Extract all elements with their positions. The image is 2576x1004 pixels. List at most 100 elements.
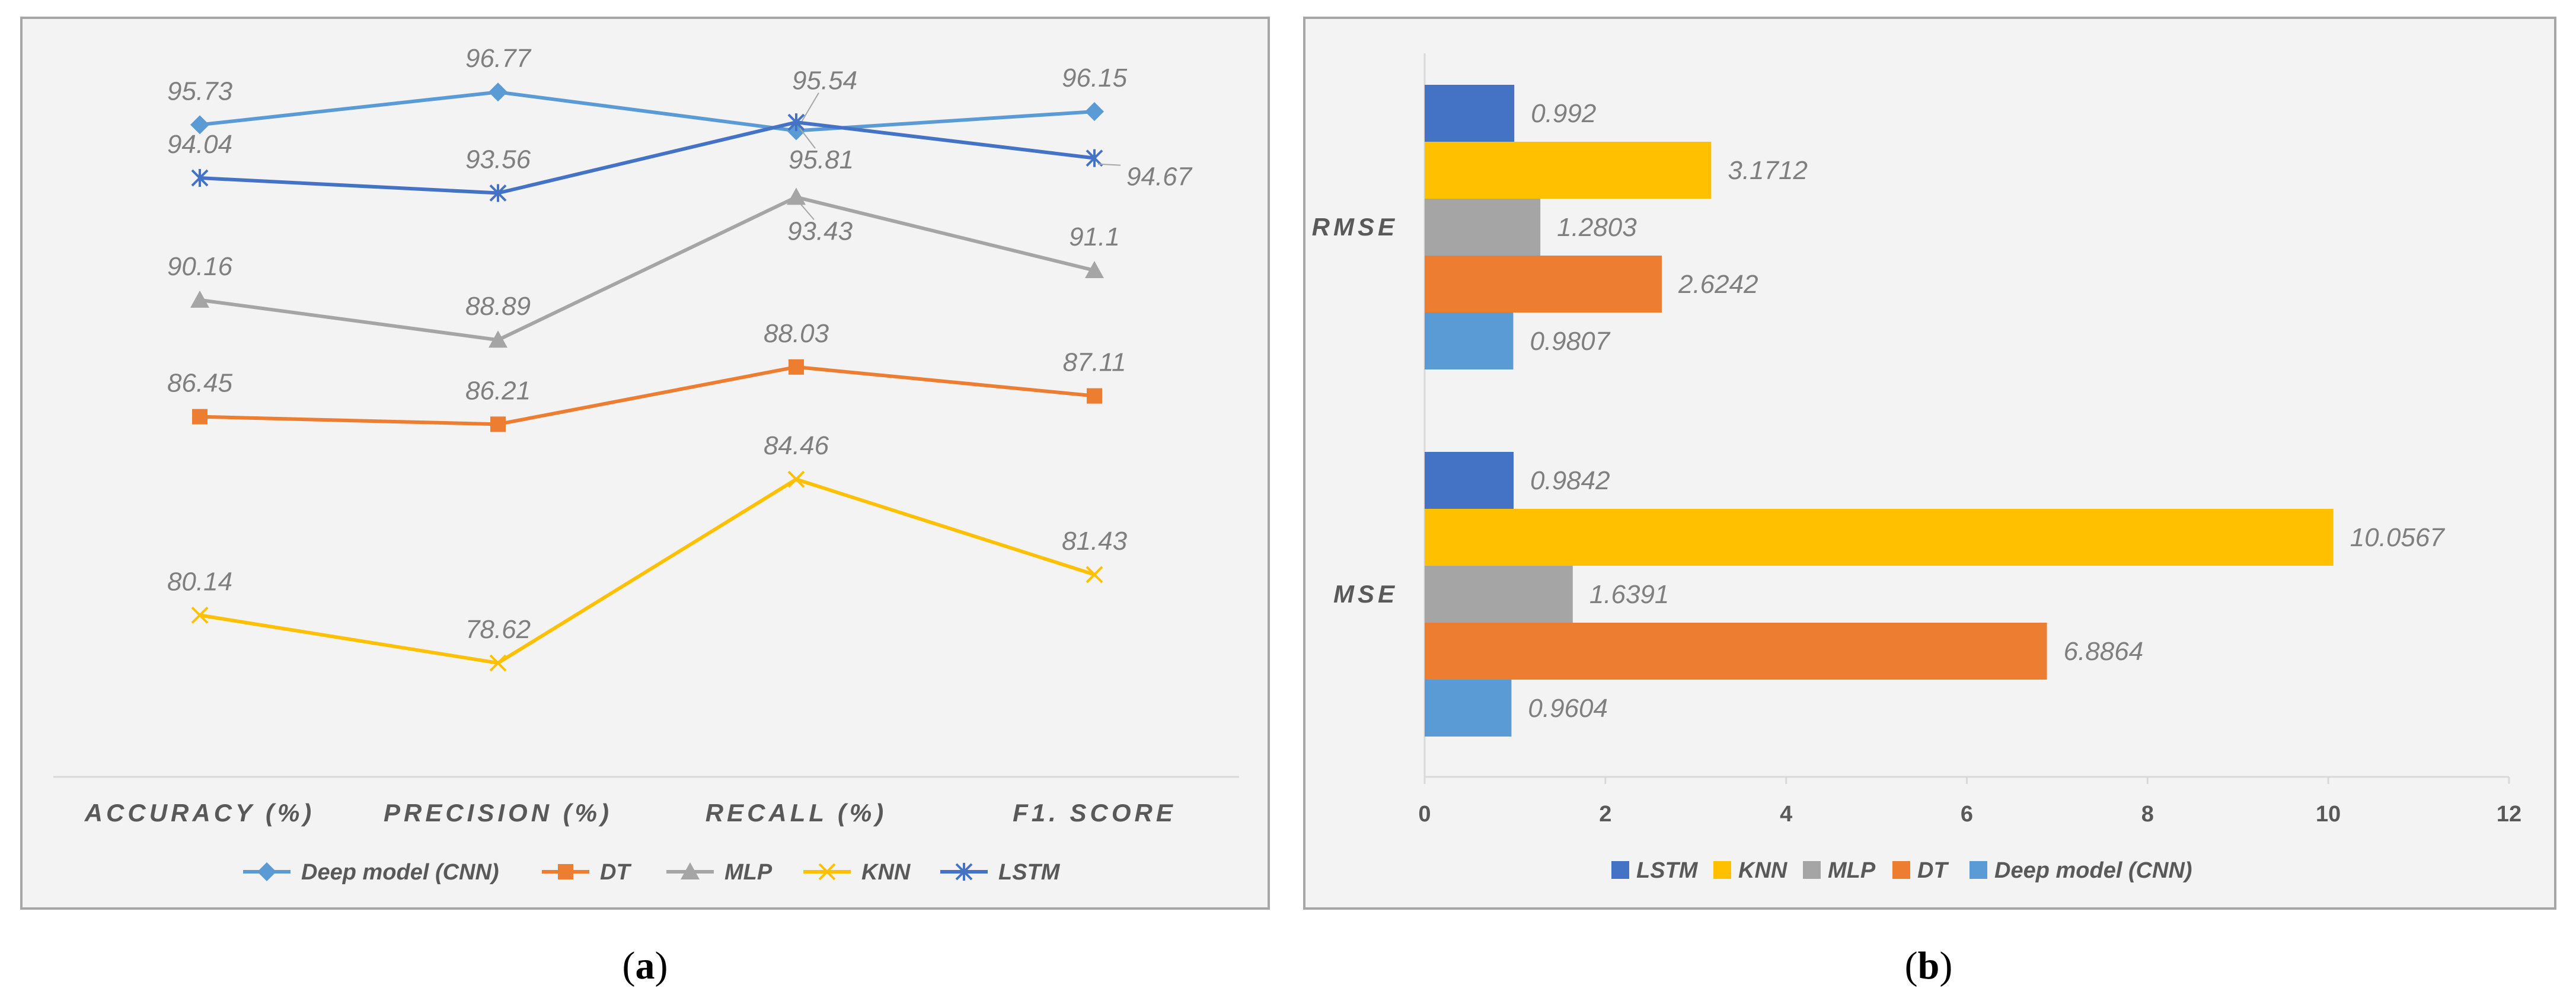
x-tick-label: 10 xyxy=(2316,802,2341,827)
bar-lstm xyxy=(1425,85,1515,142)
legend-item-mlp: MLP xyxy=(666,860,773,885)
bar-knn xyxy=(1425,142,1712,199)
data-label: 0.9842 xyxy=(1530,466,1610,495)
data-point xyxy=(191,169,209,187)
data-point xyxy=(1085,102,1104,122)
bar-knn xyxy=(1425,509,2334,566)
category-rmse: RMSE 0.992 3.1712 1.2803 2.6242 0.9807 xyxy=(1312,85,1808,369)
legend-marker xyxy=(955,863,973,881)
legend-marker xyxy=(257,862,276,881)
legend-marker xyxy=(818,863,836,881)
data-label: 3.1712 xyxy=(1728,156,1808,185)
line-chart-panel xyxy=(20,17,1270,910)
data-label: 78.62 xyxy=(465,615,531,644)
panel-label-a: (a) xyxy=(623,944,668,987)
data-label: 95.54 xyxy=(792,66,857,95)
data-label: 90.16 xyxy=(167,252,233,281)
category-label: PRECISION (%) xyxy=(384,799,612,827)
data-point xyxy=(192,409,208,425)
data-label: 80.14 xyxy=(167,567,232,596)
leader-line xyxy=(799,128,816,149)
legend-b: LSTM KNN MLP DT Deep model (CNN) xyxy=(1611,858,2192,883)
legend-label: MLP xyxy=(724,860,773,885)
data-point xyxy=(190,290,209,308)
data-point xyxy=(489,330,507,348)
data-label: 1.2803 xyxy=(1557,213,1637,242)
data-label: 91.1 xyxy=(1069,222,1120,251)
data-point xyxy=(1085,261,1104,278)
series-knn: 80.14 78.62 84.46 81.43 xyxy=(167,431,1128,672)
data-label: 86.21 xyxy=(465,376,531,405)
leader-line xyxy=(799,92,819,125)
leader-line xyxy=(1097,163,1121,166)
data-label: 96.77 xyxy=(465,44,532,73)
data-label: 87.11 xyxy=(1063,348,1126,377)
data-point xyxy=(1086,149,1103,167)
data-point xyxy=(1087,388,1102,404)
data-label: 10.0567 xyxy=(2350,523,2446,552)
data-label: 88.03 xyxy=(764,319,829,348)
data-point xyxy=(1086,566,1103,584)
legend-swatch xyxy=(1611,861,1629,879)
data-label: 1.6391 xyxy=(1589,580,1670,609)
leader-line xyxy=(799,202,815,221)
data-point xyxy=(787,113,805,132)
line-chart: ACCURACY (%) PRECISION (%) RECALL (%) F1. S… xyxy=(53,44,1239,885)
x-tick-label: 2 xyxy=(1599,802,1611,827)
data-point xyxy=(191,606,209,624)
series-line xyxy=(199,90,1095,133)
bar-mlp xyxy=(1425,199,1541,256)
category-label: MSE xyxy=(1333,580,1398,608)
category-label: F1. SCORE xyxy=(1013,799,1176,827)
data-label: 93.56 xyxy=(465,145,531,174)
legend-item-deep-model-cnn: Deep model (CNN) xyxy=(243,860,499,885)
panel-label-b: (b) xyxy=(1905,944,1953,987)
data-point xyxy=(490,416,506,432)
series-lstm: 94.04 93.56 95.81 94.67 xyxy=(167,113,1193,202)
data-point xyxy=(787,470,805,488)
series-deep-model-cnn: 95.73 96.77 95.54 96.15 xyxy=(167,44,1128,141)
legend-label: DT xyxy=(1917,858,1949,883)
legend-item-lstm: LSTM xyxy=(940,860,1061,885)
legend-item-mlp: MLP xyxy=(1803,858,1876,883)
category-mse: MSE 0.9842 10.0567 1.6391 6.8864 0.9604 xyxy=(1333,452,2445,737)
data-label: 93.43 xyxy=(787,216,853,246)
legend-item-deep-model-cnn: Deep model (CNN) xyxy=(1969,858,2192,883)
x-tick-label: 8 xyxy=(2141,802,2154,827)
data-point xyxy=(787,187,806,205)
bar-mlp xyxy=(1425,566,1573,623)
legend-item-dt: DT xyxy=(1892,858,1949,883)
x-tick-label: 4 xyxy=(1780,802,1792,827)
bar-chart: 0 2 4 6 8 10 12 RMSE 0.992 3.1712 1.2803 2.6242 0.98… xyxy=(1312,53,2521,883)
legend-label: LSTM xyxy=(1636,858,1699,883)
bar-lstm xyxy=(1425,452,1514,509)
series-line xyxy=(199,477,1095,665)
data-label: 88.89 xyxy=(465,292,531,321)
data-point xyxy=(789,359,804,375)
data-label: 95.73 xyxy=(167,77,233,106)
data-point xyxy=(489,654,507,672)
data-point xyxy=(190,115,209,135)
x-tick-label: 12 xyxy=(2497,802,2521,827)
series-dt: 86.45 86.21 88.03 87.11 xyxy=(167,319,1126,432)
data-label: 0.992 xyxy=(1531,99,1596,128)
legend-item-lstm: LSTM xyxy=(1611,858,1699,883)
bar-dt xyxy=(1425,256,1662,313)
data-point xyxy=(489,184,507,202)
data-label: 95.81 xyxy=(789,145,854,174)
legend-label: MLP xyxy=(1828,858,1876,883)
legend-label: LSTM xyxy=(998,860,1061,885)
bar-dt xyxy=(1425,623,2047,680)
data-point xyxy=(489,82,507,102)
legend-marker xyxy=(558,864,573,879)
legend-item-dt: DT xyxy=(542,860,631,885)
category-label: RECALL (%) xyxy=(706,799,888,827)
legend-a: Deep model (CNN) DT MLP KNN LSTM xyxy=(243,860,1061,885)
data-label: 2.6242 xyxy=(1678,270,1758,299)
legend-item-knn: KNN xyxy=(1713,858,1788,883)
series-line xyxy=(199,365,1095,426)
legend-label: KNN xyxy=(861,860,911,885)
series-mlp: 90.16 88.89 93.43 91.1 xyxy=(167,187,1120,348)
data-label: 0.9807 xyxy=(1530,327,1610,356)
